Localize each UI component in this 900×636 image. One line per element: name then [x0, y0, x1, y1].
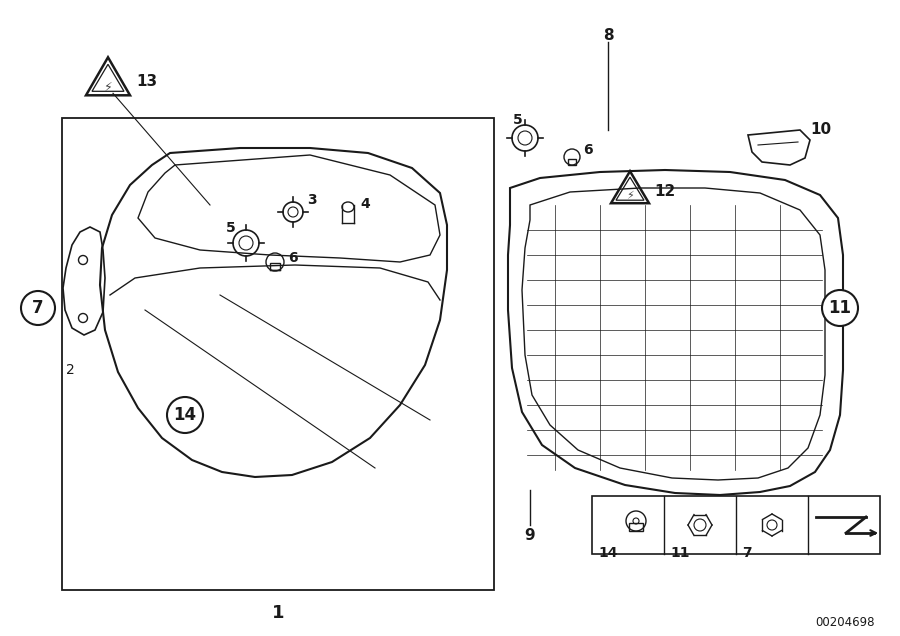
- Text: 5: 5: [226, 221, 236, 235]
- Text: 2: 2: [66, 363, 75, 377]
- Circle shape: [822, 290, 858, 326]
- Text: 6: 6: [583, 143, 592, 157]
- Text: 7: 7: [742, 546, 751, 560]
- Text: ⚡: ⚡: [626, 191, 634, 201]
- Text: 10: 10: [810, 123, 831, 137]
- Bar: [629, 523, 643, 531]
- Circle shape: [21, 291, 55, 325]
- Text: 4: 4: [360, 197, 370, 211]
- Bar: [270, 263, 280, 270]
- Text: 11: 11: [670, 546, 689, 560]
- Text: ⚡: ⚡: [104, 81, 112, 93]
- Text: 6: 6: [288, 251, 298, 265]
- Text: 9: 9: [525, 527, 535, 543]
- Text: 00204698: 00204698: [815, 616, 875, 628]
- Text: 5: 5: [513, 113, 523, 127]
- Bar: [592, 496, 880, 554]
- Text: 7: 7: [32, 299, 44, 317]
- Bar: [62, 118, 494, 590]
- Text: 14: 14: [174, 406, 196, 424]
- Circle shape: [167, 397, 203, 433]
- Text: 14: 14: [598, 546, 617, 560]
- Text: 13: 13: [136, 74, 158, 90]
- Text: 8: 8: [603, 27, 613, 43]
- Text: 1: 1: [272, 604, 284, 622]
- Text: 11: 11: [829, 299, 851, 317]
- Bar: [568, 159, 576, 165]
- Text: 3: 3: [307, 193, 317, 207]
- Text: 12: 12: [654, 184, 675, 200]
